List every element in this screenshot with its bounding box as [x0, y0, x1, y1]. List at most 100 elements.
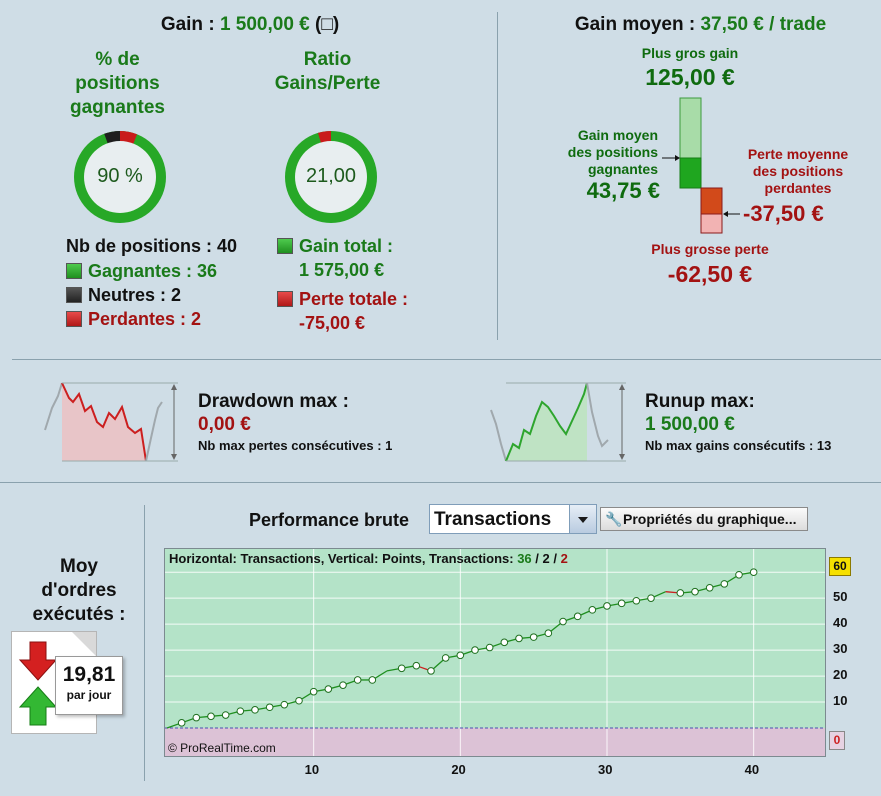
runup-line	[505, 382, 588, 462]
orders-title-line: d'ordres	[41, 580, 117, 601]
chart-properties-button[interactable]: 🔧 Propriétés du graphique...	[600, 507, 808, 531]
data-point	[500, 638, 509, 647]
avg-loss-bar	[700, 187, 723, 215]
chart-header-win: 36	[517, 551, 532, 566]
chart-properties-label: Propriétés du graphique...	[623, 511, 797, 527]
pct-title-line: gagnantes	[69, 97, 166, 118]
avg-losing-label: Perte moyenne des positions perdantes	[742, 146, 854, 197]
max-loss-bar	[700, 213, 723, 234]
gain-total-label-text: Gain total :	[299, 236, 393, 256]
nb-positions: Nb de positions : 40	[66, 236, 238, 256]
copyright: © ProRealTime.com	[168, 741, 276, 755]
chart-header-sep: /	[531, 551, 543, 566]
gain-value: 1 500,00 €	[219, 14, 310, 35]
pct-winning-title: % de positions gagnantes	[50, 48, 185, 120]
y-tick-label: 30	[833, 641, 848, 657]
biggest-loss-value: -62,50 €	[667, 261, 753, 287]
data-point	[588, 606, 597, 614]
data-point	[603, 602, 611, 610]
y-tick-label: 10	[833, 693, 848, 709]
data-point	[456, 651, 465, 660]
avg-gain-bar	[679, 157, 702, 189]
orders-title-line: exécutés :	[32, 604, 126, 625]
black-square-icon	[66, 287, 82, 303]
biggest-gain-value: 125,00 €	[645, 64, 735, 90]
red-square-icon	[66, 311, 82, 327]
data-point	[559, 617, 567, 626]
divider	[0, 482, 881, 483]
orders-title-line: Moy	[60, 556, 98, 577]
data-point	[251, 706, 259, 714]
gain-total-value: 1 575,00 €	[299, 260, 385, 280]
avg-winning-label-line: gagnantes	[587, 161, 658, 177]
ratio-title-line: Gains/Perte	[274, 73, 381, 94]
performance-chart[interactable]: Horizontal: Transactions, Vertical: Poin…	[164, 548, 826, 757]
average-gain-label: Gain moyen :	[574, 14, 701, 35]
biggest-loss-label: Plus grosse perte	[651, 241, 769, 257]
drawdown-sub: Nb max pertes consécutives : 1	[198, 438, 393, 453]
avg-losing-value: -37,50 €	[743, 201, 824, 226]
data-point	[412, 661, 421, 670]
gain-heading: Gain : 1 500,00 € (□)	[0, 14, 500, 36]
data-point	[749, 568, 758, 576]
pct-winning-value: 90 %	[97, 165, 143, 187]
x-tick-label: 20	[451, 762, 466, 777]
drawdown-area	[62, 383, 146, 461]
chart-header-neutral: 2	[542, 551, 550, 566]
data-point	[529, 633, 538, 641]
order-arrows-icon	[18, 632, 96, 726]
x-axis-select[interactable]: Transactions	[429, 504, 597, 534]
chart-header: Horizontal: Transactions, Vertical: Poin…	[169, 551, 568, 566]
drawdown-line	[61, 382, 147, 462]
orders-value-box: 19,81 par jour	[55, 656, 123, 715]
green-square-icon	[277, 238, 293, 254]
perte-totale-value: -75,00 €	[299, 313, 366, 333]
data-point	[617, 599, 626, 608]
data-point	[485, 643, 494, 652]
data-point	[647, 594, 655, 602]
avg-winning-label: Gain moyen des positions gagnantes	[540, 127, 658, 178]
avg-losing-label-line: perdantes	[764, 180, 832, 196]
chart-header-text: Horizontal: Transactions, Vertical: Poin…	[169, 551, 518, 566]
drawdown-value: 0,00 €	[198, 414, 251, 435]
donut-ring	[74, 131, 166, 223]
select-value: Transactions	[434, 509, 552, 530]
divider	[144, 505, 145, 781]
perte-totale-label-text: Perte totale :	[299, 289, 409, 309]
gain-loss-bars	[662, 97, 740, 234]
pct-winning-donut: 90 %	[68, 125, 172, 229]
neutral-count-text: Neutres : 2	[88, 285, 182, 305]
pct-title-line: positions	[75, 73, 160, 94]
x-tick-label: 10	[304, 762, 320, 777]
ratio-donut: 21,00	[279, 125, 383, 229]
down-arrow-icon	[18, 641, 58, 681]
orders-value: 19,81	[62, 663, 116, 686]
avg-losing-label-line: Perte moyenne	[747, 146, 849, 162]
gain-suffix: (□)	[309, 14, 340, 35]
y-tick-label: 20	[833, 667, 848, 683]
data-point	[309, 687, 318, 696]
data-point	[515, 634, 523, 643]
data-point	[427, 667, 435, 675]
winning-count: Gagnantes : 36	[66, 261, 217, 282]
average-gain-value: 37,50 € / trade	[700, 14, 827, 35]
data-point	[236, 707, 245, 715]
up-arrow-icon	[18, 686, 58, 726]
gain-label: Gain :	[160, 14, 220, 35]
x-tick-label: 30	[598, 762, 613, 777]
chevron-down-icon[interactable]	[569, 505, 596, 533]
green-square-icon	[66, 263, 82, 279]
ratio-title: Ratio Gains/Perte	[270, 48, 385, 96]
chart-header-sep: /	[549, 551, 561, 566]
losing-count-text: Perdantes : 2	[88, 309, 202, 329]
biggest-gain-label: Plus gros gain	[641, 45, 739, 61]
ratio-title-line: Ratio	[303, 49, 352, 70]
positive-area	[165, 549, 825, 729]
red-square-icon	[277, 291, 293, 307]
last-value-tag: 60	[829, 557, 851, 576]
avg-winning-label-line: des positions	[567, 144, 658, 160]
data-point	[632, 596, 641, 605]
pct-title-line: % de	[95, 49, 140, 70]
data-point	[353, 676, 362, 684]
ratio-value: 21,00	[305, 165, 357, 187]
